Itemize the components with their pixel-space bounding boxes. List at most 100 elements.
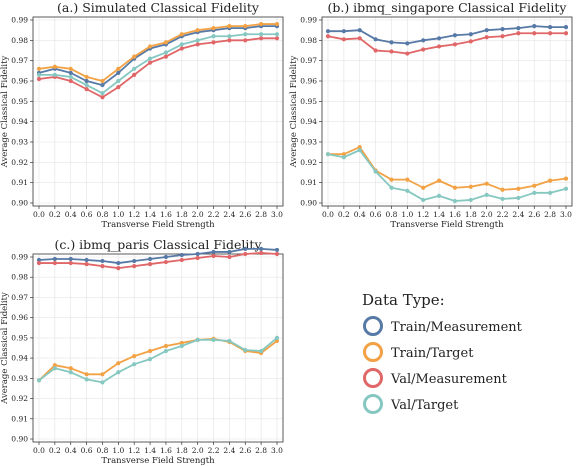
data-point <box>357 36 362 41</box>
data-point <box>211 253 216 259</box>
data-point <box>452 198 458 204</box>
x-tick-label: 0.2 <box>338 210 350 219</box>
y-tick-label: 0.95 <box>300 97 317 106</box>
data-point <box>548 178 553 183</box>
data-point <box>100 95 105 100</box>
y-tick-label: 0.90 <box>300 199 317 208</box>
data-point <box>36 66 42 71</box>
data-point <box>132 353 137 359</box>
data-point <box>52 363 57 368</box>
x-tick-label: 0.4 <box>65 446 77 455</box>
data-point <box>84 78 89 84</box>
x-tick-label: 2.0 <box>481 210 493 219</box>
data-point <box>243 347 248 353</box>
data-point <box>516 186 521 191</box>
x-tick-label: 1.2 <box>128 210 140 219</box>
data-point <box>532 190 537 195</box>
series-val-target <box>36 335 280 385</box>
chart-panel-2: 0.90 0.91 0.92 0.93 0.94 0.95 0.96 0.97 0.98 0.99… <box>289 0 573 230</box>
data-point <box>132 54 137 59</box>
data-point <box>147 60 153 65</box>
data-point <box>436 36 442 41</box>
y-tick-label: 0.93 <box>11 374 28 383</box>
x-tick-label: 1.6 <box>449 210 461 219</box>
data-point <box>132 66 137 71</box>
data-point <box>68 78 73 84</box>
data-point <box>484 192 489 197</box>
data-point <box>563 186 569 191</box>
data-point <box>116 66 121 71</box>
data-point <box>341 29 346 34</box>
y-tick-label: 0.92 <box>11 158 28 167</box>
legend: Data Type: Train/Measurement Train/Target V… <box>362 291 523 414</box>
data-point <box>52 64 57 69</box>
y-tick-label: 0.91 <box>11 414 28 423</box>
data-point <box>227 24 232 29</box>
legend-marker <box>363 342 383 362</box>
x-tick-label: 0.8 <box>96 446 108 455</box>
data-point <box>325 29 331 34</box>
chart-title: (a.) Simulated Classical Fidelity <box>57 0 260 15</box>
data-point <box>195 28 200 33</box>
y-tick-label: 0.96 <box>11 313 28 322</box>
series-line <box>38 248 278 264</box>
data-point <box>389 185 394 190</box>
data-point <box>274 335 280 340</box>
data-point <box>227 254 232 260</box>
data-point <box>163 343 169 349</box>
data-point <box>341 37 346 42</box>
series-val-measurement <box>36 36 280 100</box>
data-point <box>243 24 248 29</box>
data-point <box>389 177 394 182</box>
data-point <box>211 26 216 31</box>
data-point <box>147 256 153 262</box>
legend-entry: Train/Target <box>363 342 474 362</box>
data-point <box>116 78 121 84</box>
data-point <box>259 246 264 252</box>
legend-entry: Val/Measurement <box>363 368 508 388</box>
series-line <box>38 37 277 99</box>
data-point <box>100 264 105 269</box>
series-line <box>327 32 566 55</box>
data-point <box>52 72 57 77</box>
x-tick-label: 0.0 <box>33 446 45 455</box>
data-point <box>116 85 121 90</box>
data-point <box>36 378 42 383</box>
data-point <box>405 51 410 56</box>
data-point <box>100 258 105 264</box>
data-point <box>116 266 121 271</box>
data-point <box>116 370 121 375</box>
data-point <box>179 343 184 349</box>
y-tick-label: 0.97 <box>300 56 317 65</box>
legend-label: Train/Measurement <box>391 320 523 335</box>
x-tick-label: 1.8 <box>176 210 188 219</box>
data-point <box>532 31 537 36</box>
series-train-target <box>325 144 569 192</box>
data-point <box>516 195 521 201</box>
x-axis-label: Transverse Field Strength <box>390 220 504 230</box>
series-line <box>327 149 567 202</box>
x-tick-label: 1.6 <box>160 210 172 219</box>
data-point <box>357 144 362 150</box>
plot-frame <box>32 253 284 443</box>
data-point <box>132 362 137 367</box>
series-line <box>39 33 277 95</box>
data-point <box>84 82 89 88</box>
data-point <box>274 32 280 37</box>
series-line <box>38 337 278 384</box>
x-tick-label: 2.4 <box>223 210 235 219</box>
legend-marker <box>363 316 383 336</box>
data-point <box>259 348 264 354</box>
x-tick-label: 3.0 <box>271 210 283 219</box>
x-tick-label: 0.8 <box>96 210 108 219</box>
y-tick-label: 0.96 <box>300 77 317 86</box>
x-tick-label: 2.2 <box>208 210 220 219</box>
data-point <box>52 256 57 262</box>
plot-frame <box>321 16 573 207</box>
y-axis-label: Average Classical Fidelity <box>0 292 10 405</box>
x-tick-label: 2.6 <box>239 446 251 455</box>
data-point <box>484 28 489 33</box>
data-point <box>84 74 89 80</box>
x-tick-label: 1.2 <box>128 446 140 455</box>
